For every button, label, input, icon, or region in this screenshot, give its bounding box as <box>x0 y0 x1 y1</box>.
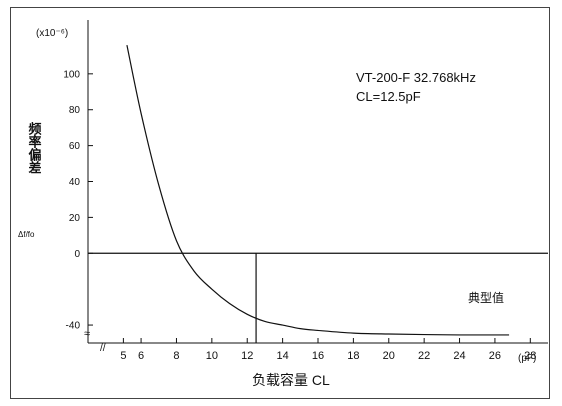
x-tick-label: 28 <box>524 350 536 362</box>
y-tick-label: 20 <box>69 213 81 224</box>
x-tick-label: 6 <box>138 350 144 362</box>
chart-frame <box>10 7 550 399</box>
y-axis-label-cjk: 频率偏差 <box>27 121 42 174</box>
x-axis-break-mark: // <box>100 343 106 354</box>
x-axis-label: 负载容量 CL <box>252 372 330 388</box>
y-tick-label: 80 <box>69 105 81 116</box>
y-tick-label: 100 <box>63 69 80 80</box>
series-label: 典型值 <box>468 290 504 305</box>
x-tick-label: 14 <box>276 350 288 362</box>
x-tick-label: 26 <box>489 350 501 362</box>
x-tick-label: 22 <box>418 350 430 362</box>
x-tick-label: 16 <box>312 350 324 362</box>
title-line-1: VT-200-F 32.768kHz <box>356 70 476 85</box>
x-tick-label: 12 <box>241 350 253 362</box>
x-tick-label: 8 <box>173 350 179 362</box>
y-tick-label: 60 <box>69 141 81 152</box>
y-axis-label-symbol: Δf/fo <box>18 230 35 239</box>
y-tick-label: 40 <box>69 177 81 188</box>
x-tick-label: 18 <box>347 350 359 362</box>
x-unit-label: (pF) <box>518 353 536 364</box>
x-tick-label: 5 <box>120 350 126 362</box>
x-tick-label: 24 <box>453 350 465 362</box>
title-line-2: CL=12.5pF <box>356 89 421 104</box>
series-line-typical <box>126 45 510 336</box>
y-unit-label: (x10⁻⁶) <box>36 28 68 39</box>
x-tick-label: 20 <box>383 350 395 362</box>
axis-break-mark: ≈ <box>84 328 90 340</box>
y-tick-label: -40 <box>66 321 81 332</box>
x-tick-label: 10 <box>206 350 218 362</box>
y-tick-label: 0 <box>74 249 80 260</box>
